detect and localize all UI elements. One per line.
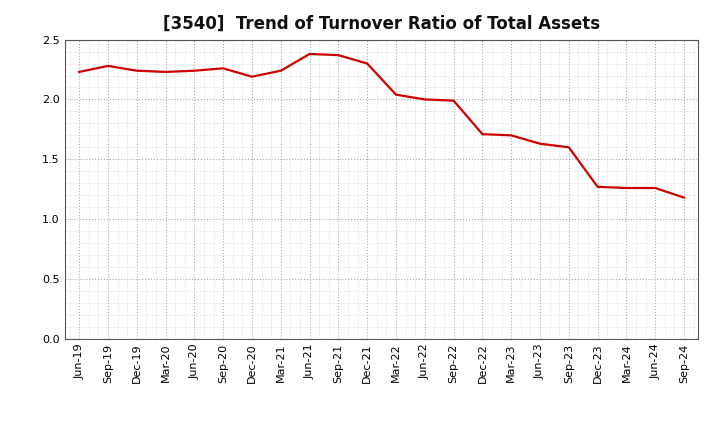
Title: [3540]  Trend of Turnover Ratio of Total Assets: [3540] Trend of Turnover Ratio of Total … — [163, 15, 600, 33]
